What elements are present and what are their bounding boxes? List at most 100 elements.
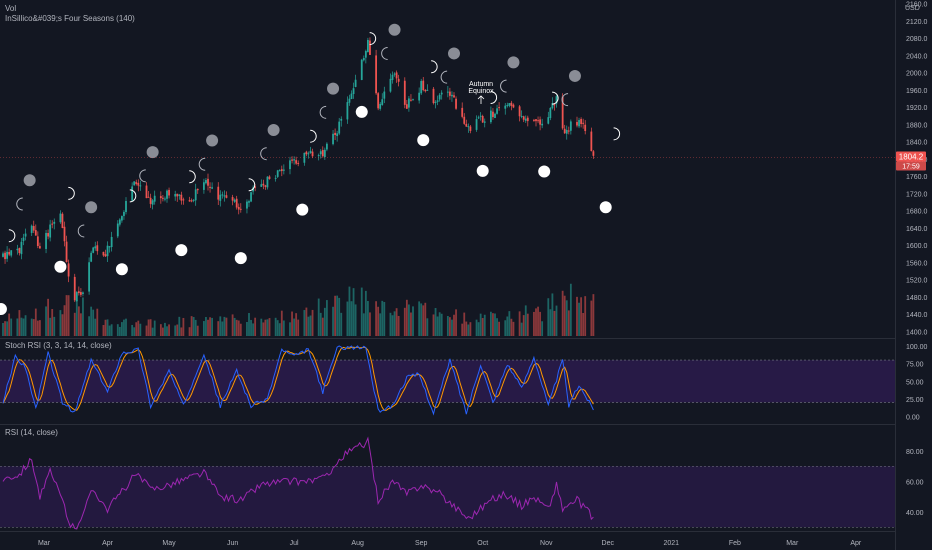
stoch-pane-label[interactable]: Stoch RSI (3, 3, 14, 14, close) [5, 341, 112, 350]
current-price-value: 1804.2 [899, 153, 924, 162]
candle-body [522, 116, 525, 120]
volume-bar [59, 310, 62, 336]
volume-bar [535, 308, 537, 336]
candle-body [268, 176, 271, 179]
volume-bar [92, 309, 95, 336]
candle-body [235, 198, 238, 208]
candle-body [22, 237, 25, 242]
candle-body [352, 88, 355, 94]
candle-body [73, 276, 76, 301]
volume-bar [307, 316, 310, 336]
volume-bar [551, 293, 554, 336]
annotation-line-1: Autumn [469, 81, 493, 88]
candle-body [412, 99, 414, 101]
candle-body [295, 160, 298, 164]
volume-bar [24, 315, 27, 336]
full-moon-marker [476, 164, 489, 177]
full-moon-marker [234, 252, 247, 265]
candle-body [297, 162, 300, 164]
price-tick-label: 1400.0 [906, 330, 928, 337]
volume-bar [131, 324, 134, 336]
candle-body [418, 92, 421, 101]
volume-bar [6, 321, 8, 336]
rsi-tick-label: 80.00 [906, 449, 924, 456]
volume-bar [73, 312, 76, 336]
volume-bar [590, 300, 593, 336]
volume-bar [63, 305, 66, 336]
volume-bar [182, 317, 185, 336]
volume-bar [561, 290, 564, 336]
volume-bar [266, 319, 269, 336]
candle-body [340, 118, 343, 121]
candle-body [30, 225, 33, 233]
volume-bar [410, 312, 412, 336]
candle-body [377, 93, 380, 109]
volume-bar [88, 316, 90, 336]
volume-bar [309, 315, 312, 336]
rsi-pane-label[interactable]: RSI (14, close) [5, 428, 58, 437]
volume-bar [110, 324, 113, 336]
candle-body [590, 131, 593, 152]
volume-bar [592, 294, 595, 336]
candle-body [180, 194, 183, 201]
price-tick-label: 2000.0 [906, 71, 928, 78]
volume-bar [483, 314, 486, 336]
volume-bar [94, 318, 97, 336]
volume-bar [102, 325, 105, 336]
candle-body [440, 92, 443, 95]
volume-bar [305, 307, 308, 336]
candle-body [420, 80, 423, 94]
candlestick-series [2, 37, 595, 303]
candle-body [551, 103, 554, 109]
candle-body [424, 89, 427, 92]
candle-body [24, 233, 27, 237]
volume-bar [278, 323, 281, 336]
volume-bar [32, 319, 35, 336]
candle-body [311, 151, 314, 157]
candle-body [504, 105, 507, 109]
volume-bar [147, 319, 150, 336]
candle-body [405, 104, 408, 109]
volume-bar [225, 317, 228, 336]
candle-body [231, 197, 234, 201]
price-tick-label: 1960.0 [906, 88, 928, 95]
candle-body [96, 245, 99, 252]
volume-bar [203, 321, 205, 336]
waning-moon-icon [260, 147, 267, 161]
candle-body [20, 241, 23, 255]
candle-body [483, 121, 486, 123]
volume-bar [137, 320, 140, 336]
volume-bar [408, 304, 410, 336]
waxing-moon-icon [8, 229, 16, 243]
volume-bar [510, 318, 513, 336]
candle-body [578, 120, 580, 127]
time-tick-label: Apr [850, 540, 862, 547]
candle-body [176, 193, 179, 197]
new-moon-marker [507, 56, 520, 69]
volume-bar [440, 313, 443, 336]
currency-label: USD [905, 5, 920, 12]
candle-body [348, 98, 351, 103]
volume-bar [512, 321, 515, 336]
candle-body [455, 98, 457, 109]
volume-bar [4, 321, 6, 336]
candle-body [307, 153, 310, 155]
time-tick-label: Sep [415, 540, 428, 547]
waxing-moon-icon [552, 91, 559, 105]
volume-bar [174, 325, 177, 336]
candle-body [383, 91, 386, 99]
candle-body [537, 120, 539, 122]
volume-bar [75, 299, 78, 336]
candle-body [539, 119, 541, 125]
candle-body [188, 200, 191, 202]
volume-bar [282, 320, 285, 336]
candle-body [75, 292, 78, 302]
candle-body [194, 189, 197, 201]
new-moon-marker [327, 82, 340, 95]
new-moon-marker [206, 134, 219, 147]
volume-bar [582, 313, 585, 336]
candle-body [2, 253, 4, 257]
indicator-label[interactable]: InSillico&#039;s Four Seasons (140) [5, 14, 135, 23]
price-tick-label: 1480.0 [906, 295, 928, 302]
